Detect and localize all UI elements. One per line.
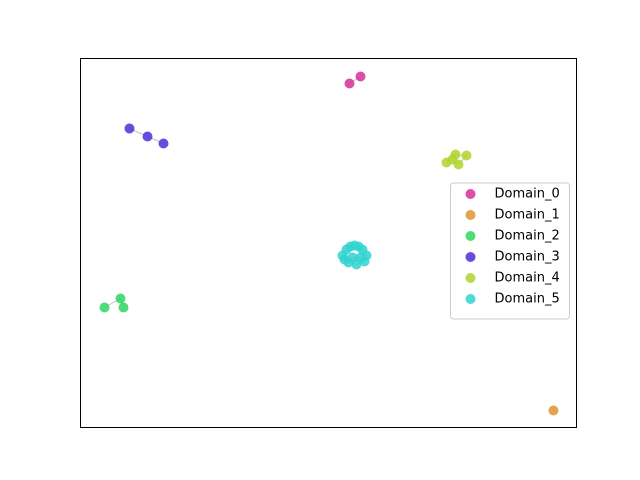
legend-marker [465, 273, 476, 283]
legend-frame [450, 182, 570, 320]
point [158, 138, 169, 149]
point [344, 78, 355, 89]
legend-label: Domain_2 [495, 229, 560, 244]
legend-marker [465, 294, 476, 304]
plot-frame [80, 58, 577, 428]
point [115, 293, 126, 304]
legend-label: Domain_0 [495, 187, 560, 202]
point [99, 302, 110, 313]
point [118, 302, 129, 313]
point [461, 150, 472, 161]
point [347, 252, 358, 263]
point [124, 123, 135, 134]
legend-label: Domain_5 [495, 292, 560, 307]
point [355, 71, 366, 82]
legend-marker [465, 189, 476, 199]
point [355, 252, 366, 263]
legend-label: Domain_1 [495, 208, 560, 223]
point [548, 405, 559, 416]
legend-marker [465, 252, 476, 262]
legend-marker [465, 231, 476, 241]
legend-label: Domain_3 [495, 250, 560, 265]
point [447, 154, 458, 165]
point [142, 131, 153, 142]
point [339, 254, 350, 265]
legend: Domain_0 Domain_1 Domain_2 Domain_3 Domain_4… [450, 182, 570, 320]
legend-label: Domain_4 [495, 271, 560, 286]
legend-marker [465, 210, 476, 220]
